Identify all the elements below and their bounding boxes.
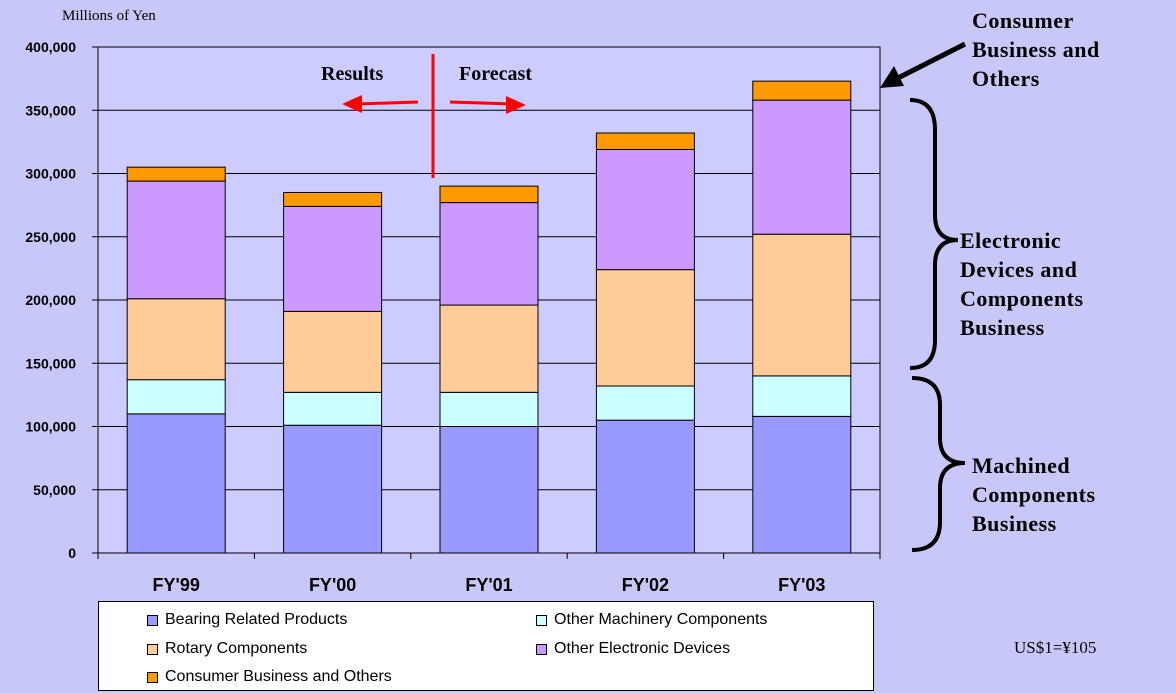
legend-swatch-other-electronic [536,643,547,655]
legend-label-rotary: Rotary Components [165,640,308,657]
bar-segment [126,166,226,182]
machined-line-2: Components [972,482,1096,507]
x-category-label: FY'99 [153,575,200,595]
consumer-line-3: Others [972,66,1040,91]
y-tick-label: 400,000 [25,39,76,55]
x-category-label: FY'01 [465,575,512,595]
x-category-label: FY'03 [778,575,825,595]
bar-segment [283,205,383,312]
consumer-line-1: Consumer [972,8,1074,33]
y-tick-label: 150,000 [25,355,76,371]
y-tick-label: 0 [68,545,76,561]
bar-segment [595,419,695,554]
bar-segment [283,310,383,393]
legend-swatch-other-machinery [536,614,547,626]
forecast-label: Forecast [459,63,532,85]
legend-item-other-machinery: Other Machinery Components [536,611,767,629]
forecast-arrow-head [506,96,526,114]
exchange-rate-note: US$1=¥105 [1014,638,1097,657]
legend-label-consumer: Consumer Business and Others [165,668,392,685]
consumer-arrow-head [880,66,904,88]
unit-label: Millions of Yen [62,8,156,24]
bar-segment [752,99,852,235]
electronic-annotation: Electronic Devices and Components Busine… [960,226,1084,342]
consumer-line-2: Business and [972,37,1100,62]
bar-segment [283,191,383,207]
y-tick-label: 300,000 [25,166,76,182]
machined-line-1: Machined [972,453,1071,478]
bar-segment [126,379,226,415]
y-tick-label: 250,000 [25,229,76,245]
legend-swatch-consumer [147,671,158,683]
results-arrow-head [342,95,362,113]
bars [126,80,852,554]
legend-label-other-machinery: Other Machinery Components [554,611,768,628]
bar-segment [752,375,852,417]
bar-segment [439,202,539,306]
consumer-arrow-shaft [894,41,967,82]
bar-segment [595,148,695,271]
bar-segment [595,132,695,150]
x-category-label: FY'00 [309,575,356,595]
legend-label-bearing: Bearing Related Products [165,611,348,628]
electronic-line-2: Devices and [960,257,1078,282]
bar-segment [283,391,383,426]
machined-brace [911,376,966,552]
y-tick-label: 100,000 [25,419,76,435]
results-arrow-shaft [355,100,419,106]
bar-segment [595,269,695,387]
legend-item-bearing: Bearing Related Products [147,611,347,629]
bar-segment [752,233,852,377]
x-category-label: FY'02 [622,575,669,595]
bar-segment [439,304,539,393]
bar-segment [595,385,695,421]
x-axis-labels: FY'99 FY'00 FY'01 FY'02 FY'03 [97,553,881,595]
forecast-arrow-shaft [449,100,513,106]
bar-segment [439,185,539,204]
legend-item-other-electronic: Other Electronic Devices [536,640,730,658]
y-axis-ticks: 0 50,000 100,000 150,000 200,000 250,000 300,0… [25,39,98,561]
legend-label-other-electronic: Other Electronic Devices [554,640,731,657]
results-label: Results [321,63,383,85]
legend-swatch-rotary [147,643,158,655]
legend-item-rotary: Rotary Components [147,640,307,658]
machined-line-3: Business [972,511,1057,536]
consumer-annotation: Consumer Business and Others [972,6,1100,93]
legend: Bearing Related Products Other Machinery… [98,601,874,691]
bar-segment [439,426,539,554]
bar-segment [283,424,383,554]
bar-segment [752,80,852,101]
bar-segment [126,413,226,554]
electronic-brace [909,98,959,370]
y-tick-label: 50,000 [33,482,76,498]
machined-annotation: Machined Components Business [972,451,1096,538]
electronic-line-1: Electronic [960,228,1062,253]
bar-segment [439,391,539,427]
y-tick-label: 350,000 [25,102,76,118]
electronic-line-4: Business [960,315,1045,340]
legend-swatch-bearing [147,614,158,626]
y-tick-label: 200,000 [25,292,76,308]
electronic-line-3: Components [960,286,1084,311]
legend-item-consumer: Consumer Business and Others [147,668,392,686]
bar-segment [126,180,226,300]
bar-segment [126,298,226,381]
bar-segment [752,415,852,554]
